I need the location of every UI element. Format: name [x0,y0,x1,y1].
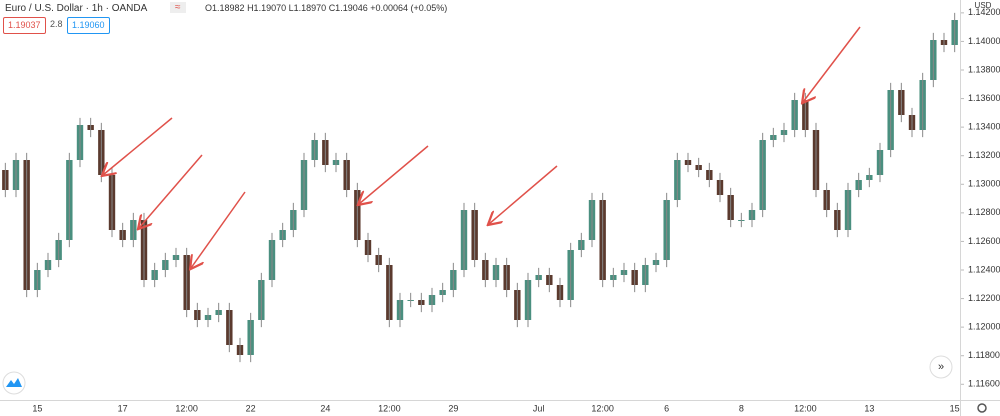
y-tick-label: 1.13400 [968,122,1000,132]
x-tick-label: 8 [739,403,744,413]
y-tick-label: 1.11600 [968,379,1000,389]
x-tick-label: 29 [448,403,458,413]
x-tick-label: 22 [246,403,256,413]
x-tick-label: Jul [533,403,545,413]
x-tick-label: 15 [32,403,42,413]
x-tick-label: 6 [664,403,669,413]
y-tick-label: 1.13600 [968,93,1000,103]
x-tick-label: 15 [950,403,960,413]
low: L1.18970 [288,3,327,13]
y-tick-label: 1.12000 [968,322,1000,332]
y-tick-label: 1.12400 [968,264,1000,274]
x-tick-label: 24 [320,403,330,413]
y-tick-label: 1.14200 [968,7,1000,17]
buy-price[interactable]: 1.19060 [67,17,110,34]
close: C1.19046 [328,3,368,13]
x-tick-label: 13 [864,403,874,413]
y-tick-label: 1.11800 [968,350,1000,360]
x-tick-label: 12:00 [175,403,198,413]
high: H1.19070 [247,3,287,13]
logo[interactable] [2,371,26,395]
ohlc: O1.18982 H1.19070 L1.18970 C1.19046 +0.0… [205,3,447,13]
y-tick-label: 1.13000 [968,179,1000,189]
currency: USD [975,1,992,10]
x-tick-label: 12:00 [591,403,614,413]
y-tick-label: 1.13800 [968,64,1000,74]
y-tick-label: 1.12200 [968,293,1000,303]
y-tick-label: 1.13200 [968,150,1000,160]
settings-icon[interactable] [977,403,987,413]
y-tick-label: 1.12600 [968,236,1000,246]
spread: 2.8 [50,19,63,29]
logo-icon [6,378,22,387]
y-tick-label: 1.14000 [968,36,1000,46]
open: O1.18982 [205,3,245,13]
sell-price[interactable]: 1.19037 [3,17,46,34]
x-tick-label: 12:00 [378,403,401,413]
x-tick-label: 12:00 [794,403,817,413]
x-tick-label: 17 [118,403,128,413]
scroll-button[interactable] [929,355,953,379]
compare-icon[interactable]: ≈ [170,2,186,13]
symbol: Euro / U.S. Dollar · 1h · OANDA [5,3,148,14]
annotation-arrows [103,26,861,268]
y-tick-label: 1.12800 [968,207,1000,217]
change: +0.00064 (+0.05%) [370,3,448,13]
scroll-icon: » [938,361,944,373]
